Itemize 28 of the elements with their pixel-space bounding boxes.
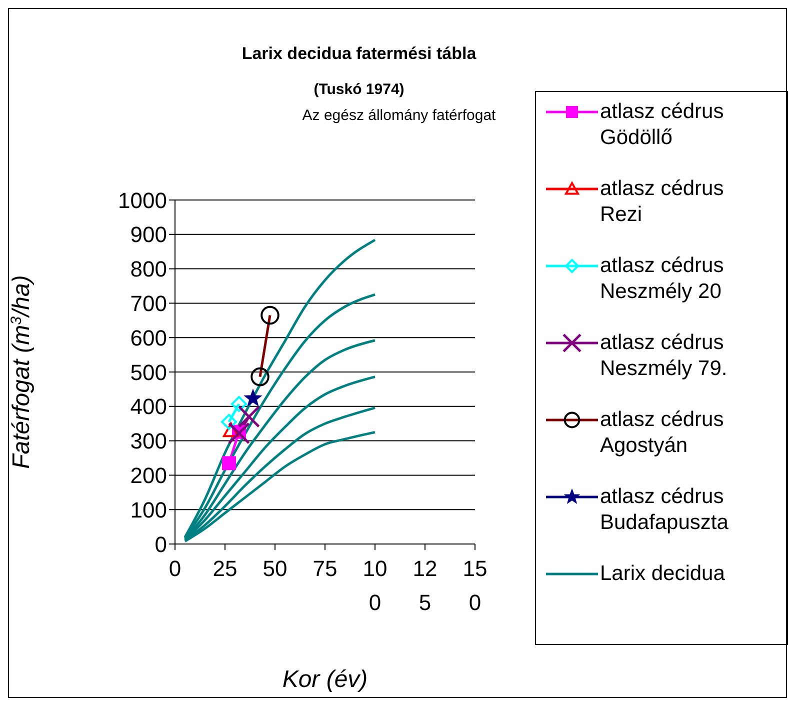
legend-label: atlasz cédrus Agostyán [600, 407, 725, 459]
legend-label: atlasz cédrus Neszmély 20 [600, 253, 725, 305]
x-tick-label: 75 [312, 556, 338, 581]
y-tick-label: 900 [130, 222, 167, 248]
x-tick-label: 25 [212, 556, 238, 581]
x-tick-label: 10 0 [362, 556, 388, 615]
x-tick-label: 50 [262, 556, 288, 581]
legend-label: atlasz cédrus Gödöllő [600, 99, 725, 151]
y-tick-label: 300 [130, 428, 167, 454]
y-tick-label: 100 [130, 497, 167, 522]
legend-label: Larix decidua [600, 561, 726, 587]
y-tick-label: 500 [130, 360, 167, 385]
y-tick-label: 400 [130, 394, 167, 420]
x-axis-title: Kor (év) [282, 666, 368, 693]
chart-subtitle: (Tuskó 1974) [312, 81, 406, 98]
y-tick-label: 1000 [118, 188, 167, 213]
y-tick-label: 800 [130, 256, 167, 282]
x-tick-label: 12 5 [412, 556, 438, 615]
legend-label: atlasz cédrus Budafapuszta [600, 484, 730, 536]
y-tick-label: 700 [130, 291, 167, 316]
y-tick-label: 600 [130, 325, 167, 350]
x-tick-label: 15 0 [462, 556, 488, 615]
y-tick-label: 0 [154, 532, 167, 557]
legend-label: atlasz cédrus Rezi [600, 176, 725, 228]
y-tick-label: 200 [130, 463, 167, 488]
chart-title: Larix decidua fatermési tábla [240, 44, 478, 64]
text: Az egész állomány fatérfogat [301, 107, 497, 124]
legend-label: atlasz cédrus Neszmély 79. [600, 330, 728, 382]
